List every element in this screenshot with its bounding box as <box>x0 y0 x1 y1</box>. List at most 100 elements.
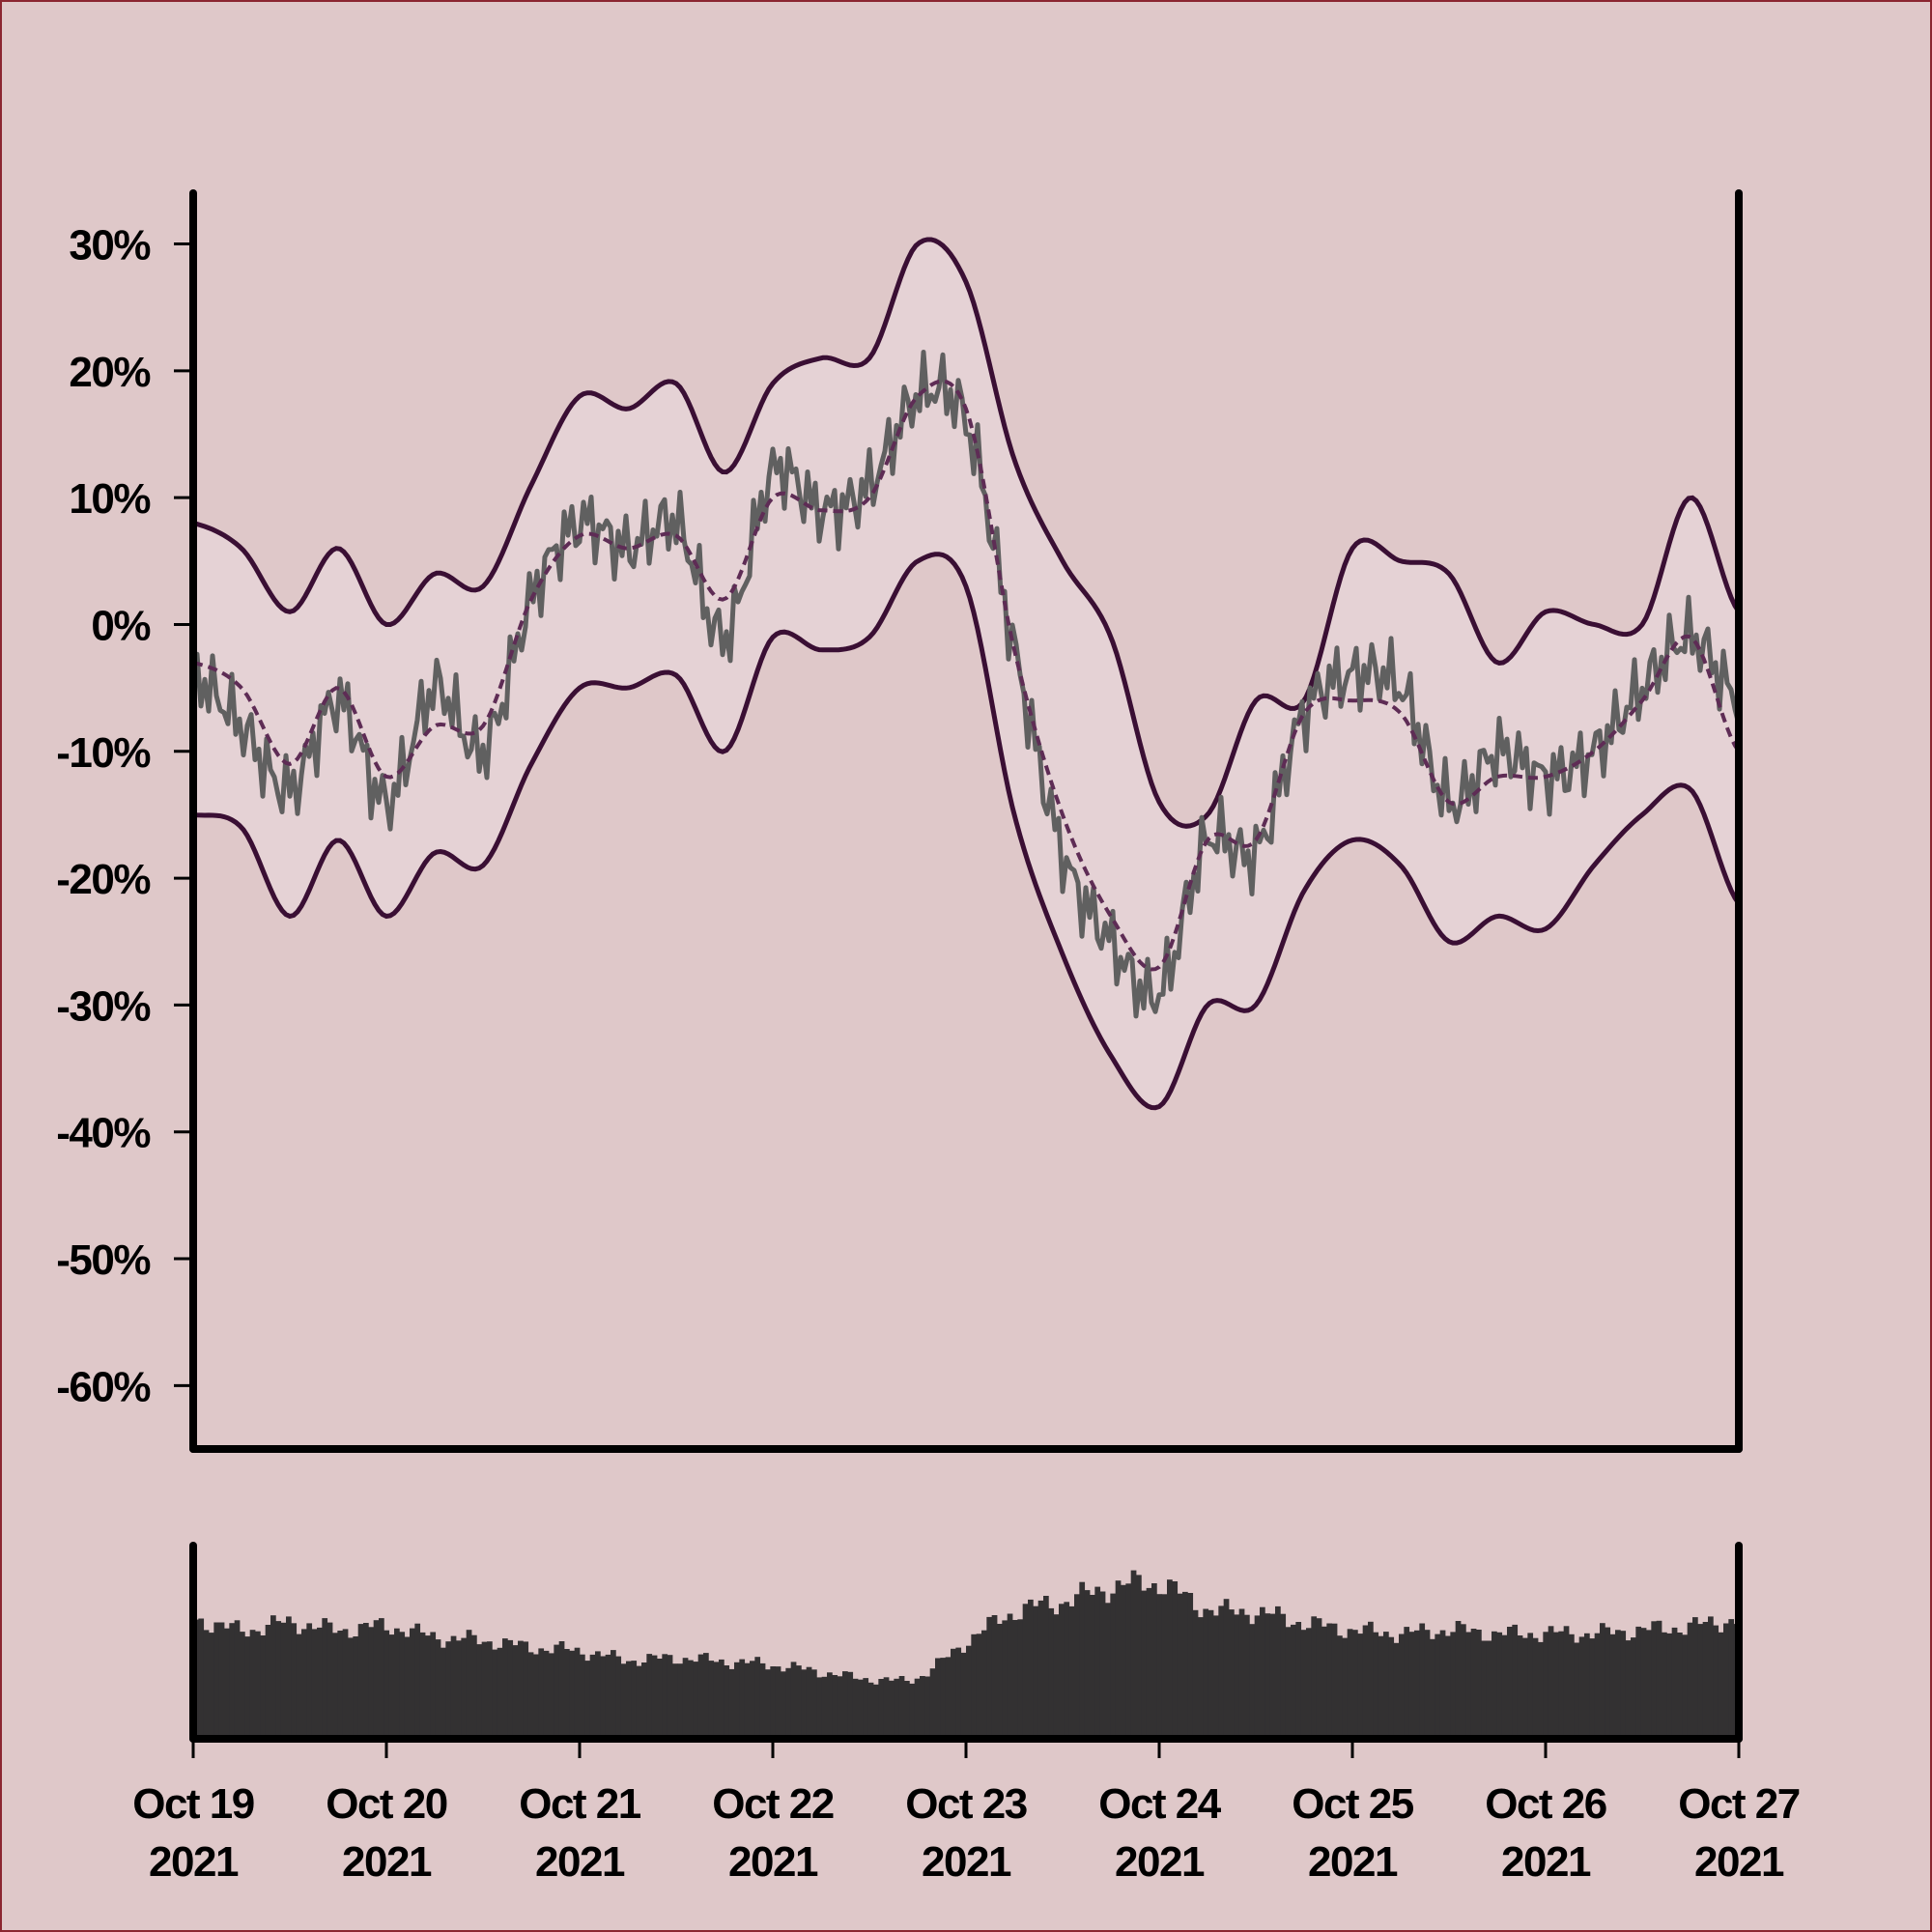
volume-bar <box>1713 1626 1719 1739</box>
volume-bar <box>502 1638 508 1739</box>
volume-bar <box>1615 1630 1621 1739</box>
volume-bar <box>1419 1624 1425 1740</box>
volume-bar <box>847 1672 853 1739</box>
volume-bar <box>1456 1621 1462 1739</box>
volume-bar <box>476 1644 482 1739</box>
volume-bar <box>750 1661 755 1739</box>
volume-bar <box>260 1635 266 1739</box>
volume-bar <box>281 1623 287 1739</box>
volume-bar <box>1002 1620 1008 1739</box>
x-tick-label-year: 2021 <box>1694 1838 1784 1886</box>
volume-bar <box>1600 1623 1605 1739</box>
volume-bar <box>1270 1614 1276 1739</box>
y-tick-label: 20% <box>69 349 150 396</box>
volume-bar <box>1579 1636 1585 1739</box>
volume-bar <box>1301 1630 1307 1739</box>
volume-bar <box>1672 1628 1678 1739</box>
volume-bar <box>213 1623 219 1740</box>
volume-bar <box>1208 1610 1214 1739</box>
volume-bar <box>884 1677 890 1739</box>
volume-bar <box>1527 1633 1533 1739</box>
volume-bar <box>1620 1631 1626 1739</box>
volume-bar <box>1471 1629 1477 1739</box>
volume-bar <box>1094 1587 1100 1739</box>
x-tick-label-year: 2021 <box>1308 1838 1398 1886</box>
x-tick-label: Oct 23 <box>905 1780 1027 1828</box>
volume-bar <box>745 1663 751 1739</box>
volume-bar <box>270 1615 276 1739</box>
volume-bar <box>719 1660 724 1739</box>
volume-bar <box>1518 1635 1523 1739</box>
volume-bar <box>358 1624 364 1739</box>
volume-bar <box>348 1637 354 1739</box>
volume-bar <box>1069 1606 1075 1739</box>
y-tick-label: -10% <box>56 729 150 777</box>
volume-bar <box>1481 1641 1487 1740</box>
volume-bar <box>1414 1631 1420 1739</box>
volume-bar <box>1404 1627 1409 1739</box>
volume-bar <box>1605 1628 1610 1739</box>
volume-bar <box>889 1681 895 1739</box>
x-tick-label: Oct 22 <box>712 1780 834 1828</box>
volume-bar <box>1100 1592 1106 1740</box>
volume-bar <box>842 1671 848 1739</box>
volume-bar <box>1394 1643 1400 1739</box>
volume-bar <box>1595 1634 1601 1739</box>
volume-bar <box>734 1662 740 1739</box>
volume-bar <box>590 1655 596 1739</box>
volume-bar <box>714 1662 720 1739</box>
volume-bar <box>765 1669 771 1739</box>
volume-bar <box>399 1632 405 1739</box>
volume-bar <box>863 1678 868 1739</box>
volume-bar <box>301 1629 307 1739</box>
volume-bar <box>414 1624 420 1739</box>
volume-bar <box>739 1660 745 1739</box>
volume-bar <box>986 1617 992 1739</box>
y-tick-label: -60% <box>56 1363 150 1410</box>
volume-bar <box>1260 1607 1265 1739</box>
volume-bar <box>1043 1596 1049 1739</box>
volume-bar <box>677 1663 683 1739</box>
volume-bar <box>1017 1619 1023 1739</box>
volume-bar <box>286 1616 292 1739</box>
volume-bar <box>1085 1590 1091 1739</box>
y-tick-label: 30% <box>69 222 150 270</box>
volume-bar <box>631 1661 637 1739</box>
volume-bar <box>878 1679 884 1739</box>
volume-bar <box>1666 1634 1672 1739</box>
volume-bar <box>1286 1627 1292 1739</box>
x-tick-label-year: 2021 <box>1115 1838 1205 1886</box>
volume-bar <box>389 1634 395 1739</box>
volume-bar <box>1295 1622 1301 1739</box>
y-tick-label: 10% <box>69 475 150 523</box>
y-tick-label: -20% <box>56 856 150 903</box>
volume-bar <box>1533 1638 1539 1739</box>
volume-bar <box>1352 1630 1358 1739</box>
volume-bar <box>538 1648 544 1739</box>
volume-bar <box>235 1620 241 1739</box>
volume-bar <box>1492 1632 1497 1739</box>
volume-bar <box>796 1665 802 1739</box>
volume-bar <box>1244 1615 1250 1739</box>
volume-bar <box>652 1656 658 1739</box>
volume-bar <box>1224 1599 1230 1739</box>
x-tick-label: Oct 26 <box>1485 1780 1606 1828</box>
volume-bar <box>549 1653 554 1739</box>
volume-bar <box>1409 1632 1415 1739</box>
volume-bar <box>615 1657 621 1739</box>
volume-bar <box>729 1669 735 1739</box>
volume-bar <box>1502 1635 1508 1739</box>
volume-bar <box>822 1677 828 1739</box>
y-tick-label: -40% <box>56 1110 150 1157</box>
volume-bar <box>554 1645 559 1739</box>
volume-bar <box>1728 1619 1734 1739</box>
volume-bar <box>961 1653 967 1739</box>
volume-bar <box>1610 1634 1616 1739</box>
volume-bar <box>1090 1595 1095 1739</box>
volume-bar <box>816 1677 822 1739</box>
volume-bar <box>646 1654 652 1739</box>
volume-bar <box>1631 1637 1636 1739</box>
volume-bar <box>1651 1621 1657 1739</box>
volume-bar <box>575 1648 581 1739</box>
